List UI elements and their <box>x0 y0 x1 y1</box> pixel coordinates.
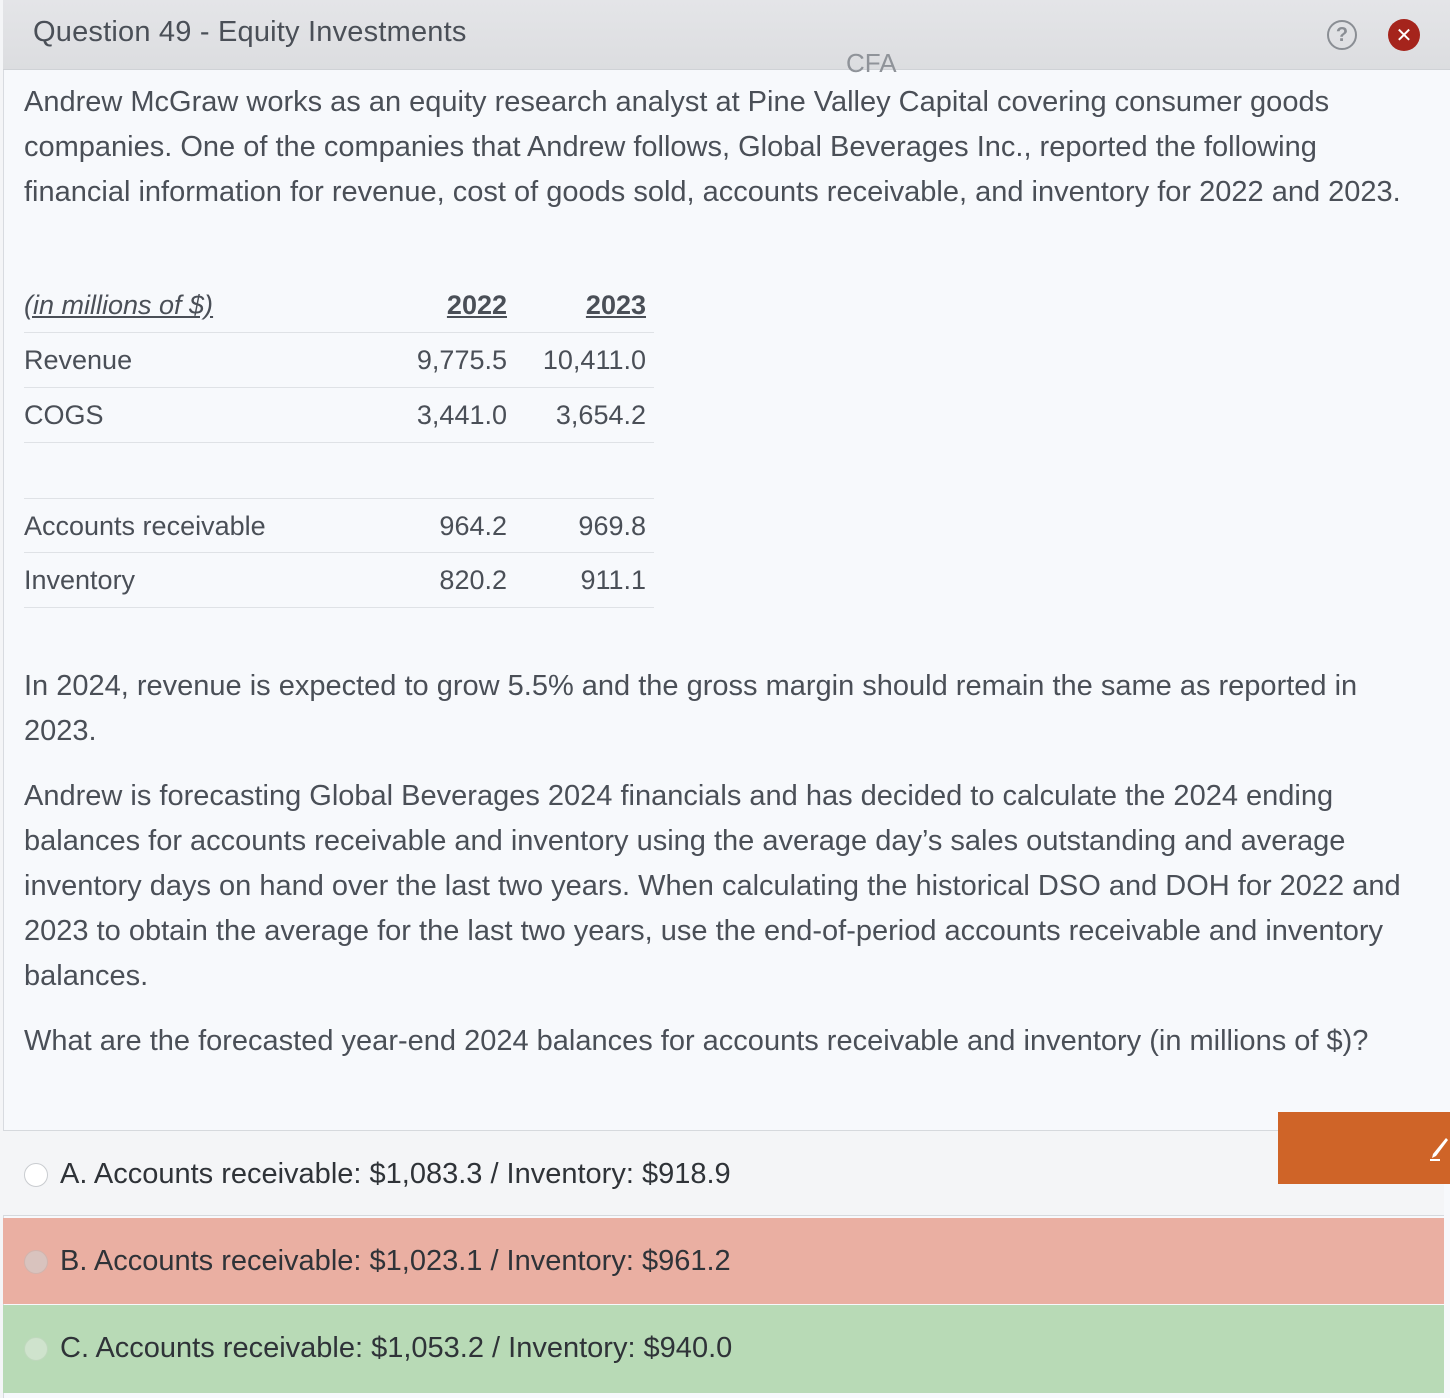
row-label: Inventory <box>24 565 136 595</box>
column-header-2022: 2022 <box>446 290 507 320</box>
table-row: Revenue 9,775.5 10,411.0 <box>24 333 654 388</box>
answer-text: A. Accounts receivable: $1,083.3 / Inven… <box>60 1158 731 1190</box>
answer-option-b[interactable]: B. Accounts receivable: $1,023.1 / Inven… <box>3 1218 1444 1304</box>
radio-button[interactable] <box>24 1337 48 1361</box>
row-value-2023: 911.1 <box>580 565 646 595</box>
row-value-2022: 9,775.5 <box>416 345 507 375</box>
row-value-2022: 964.2 <box>439 511 507 541</box>
pencil-icon <box>1430 1138 1448 1161</box>
table-unit-label: (in millions of $) <box>24 290 214 320</box>
row-value-2023: 10,411.0 <box>542 345 646 375</box>
answer-text: B. Accounts receivable: $1,023.1 / Inven… <box>60 1245 731 1277</box>
table-row: COGS 3,441.0 3,654.2 <box>24 388 654 443</box>
table-header-row: (in millions of $) 2022 2023 <box>24 278 654 333</box>
row-value-2022: 3,441.0 <box>416 400 507 430</box>
question-prompt: What are the forecasted year-end 2024 ba… <box>24 1025 1369 1057</box>
table-row: Inventory 820.2 911.1 <box>24 553 654 608</box>
table-row: Accounts receivable 964.2 969.8 <box>24 498 654 553</box>
answer-text: C. Accounts receivable: $1,053.2 / Inven… <box>60 1332 733 1364</box>
radio-button[interactable] <box>24 1163 48 1187</box>
window-title: Question 49 - Equity Investments <box>33 16 467 48</box>
highlight-tool-button[interactable] <box>1278 1112 1450 1184</box>
row-label: COGS <box>24 400 104 430</box>
question-method: Andrew is forecasting Global Beverages 2… <box>24 780 1401 992</box>
question-assumption: In 2024, revenue is expected to grow 5.5… <box>24 670 1358 747</box>
answer-option-a[interactable]: A. Accounts receivable: $1,083.3 / Inven… <box>3 1130 1444 1216</box>
watermark: CFA <box>846 48 897 78</box>
question-intro: Andrew McGraw works as an equity researc… <box>24 86 1401 208</box>
row-value-2023: 969.8 <box>578 511 646 541</box>
answer-option-c[interactable]: C. Accounts receivable: $1,053.2 / Inven… <box>3 1305 1444 1393</box>
row-label: Revenue <box>24 345 133 375</box>
close-icon[interactable]: ✕ <box>1388 19 1420 51</box>
row-value-2022: 820.2 <box>439 565 507 595</box>
title-bar: Question 49 - Equity Investments ? ✕ <box>3 0 1450 70</box>
radio-button[interactable] <box>24 1250 48 1274</box>
column-header-2023: 2023 <box>585 290 646 320</box>
row-label: Accounts receivable <box>24 511 266 541</box>
help-icon[interactable]: ? <box>1327 20 1357 50</box>
row-value-2023: 3,654.2 <box>555 400 646 430</box>
